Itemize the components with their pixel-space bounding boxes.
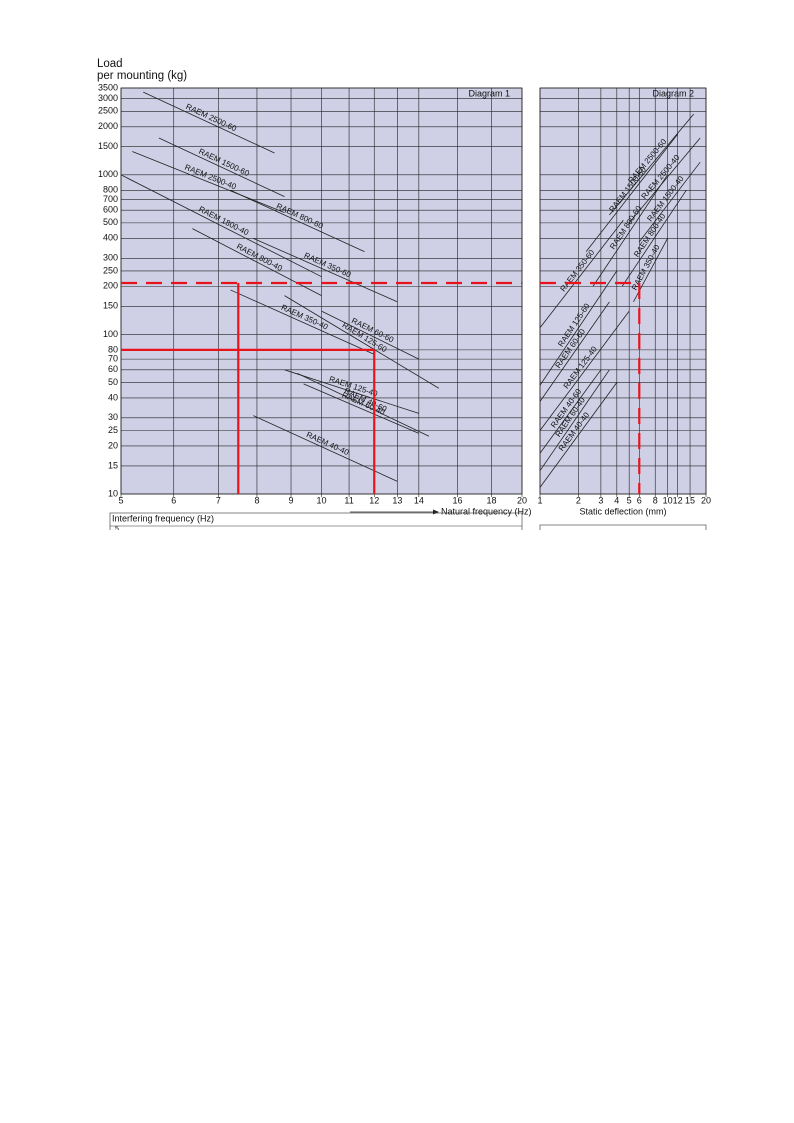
- x-tick-label: 6: [171, 495, 176, 505]
- y-tick-label: 1000: [98, 169, 118, 179]
- x-tick-label: 14: [414, 495, 424, 505]
- x-tick-label: 10: [316, 495, 326, 505]
- series-line: [132, 151, 285, 213]
- plot-area: [539, 87, 707, 495]
- x-tick-label: 9: [289, 495, 294, 505]
- arrow-head: [433, 509, 439, 515]
- y-tick-label: 300: [103, 253, 118, 263]
- crop: [0, 530, 794, 540]
- y-label: per mounting (kg): [97, 70, 187, 82]
- y-tick-label: 70: [108, 354, 118, 364]
- series-line: [638, 161, 701, 243]
- y-tick-label: 10: [108, 488, 118, 498]
- series-line: [158, 137, 285, 198]
- y-tick-label: 15: [108, 460, 118, 470]
- series-line: [230, 289, 375, 355]
- x-label: Natural frequency (Hz): [441, 506, 532, 516]
- y-tick-label: 1500: [98, 141, 118, 151]
- x-tick-label: 20: [701, 495, 711, 505]
- y-tick-label: 600: [103, 205, 118, 215]
- y-tick-label: 20: [108, 440, 118, 450]
- y-label: Load: [97, 58, 123, 70]
- series-line: [539, 382, 618, 488]
- y-tick-label: 60: [108, 364, 118, 374]
- x-tick-label: 15: [685, 495, 695, 505]
- series-line: [143, 91, 275, 154]
- y-tick-label: 30: [108, 412, 118, 422]
- x-tick-label: 1: [537, 495, 542, 505]
- series-line: [297, 373, 430, 437]
- series-line: [539, 369, 602, 454]
- series-line: [539, 219, 624, 329]
- y-tick-label: 800: [103, 185, 118, 195]
- x-tick-label: 12: [673, 495, 683, 505]
- series-line: [253, 237, 398, 303]
- y-tick-label: 150: [103, 301, 118, 311]
- series-line: [192, 228, 322, 296]
- x-tick-label: 11: [344, 495, 353, 505]
- series-line: [539, 310, 630, 431]
- x-label: Static deflection (mm): [579, 506, 666, 516]
- y-tick-label: 2500: [98, 106, 118, 116]
- x-tick-label: 5: [118, 495, 123, 505]
- series-line: [609, 113, 694, 216]
- x-tick-label: 20: [517, 495, 527, 505]
- y-tick-label: 100: [103, 329, 118, 339]
- series-line: [539, 301, 610, 402]
- x-tick-label: 2: [576, 495, 581, 505]
- x-tick-label: 4: [614, 495, 619, 505]
- series-line: [284, 295, 439, 389]
- series-line: [303, 383, 419, 434]
- y-tick-label: 25: [108, 425, 118, 435]
- x-tick-label: 13: [392, 495, 402, 505]
- y-tick-label: 700: [103, 194, 118, 204]
- y-tick-label: 80: [108, 344, 118, 354]
- x-tick-label: 3: [598, 495, 603, 505]
- y-tick-label: 3500: [98, 82, 118, 92]
- y-tick-label: 250: [103, 265, 118, 275]
- series-line: [592, 174, 668, 287]
- x2-tick-label: 5: [115, 526, 119, 533]
- y-tick-label: 2000: [98, 121, 118, 131]
- series-line: [585, 133, 679, 252]
- y-tick-label: 3000: [98, 93, 118, 103]
- chart-title: Diagram 2: [652, 88, 694, 98]
- x-tick-label: 6: [637, 495, 642, 505]
- x-tick-label: 7: [216, 495, 221, 505]
- x-tick-label: 8: [254, 495, 259, 505]
- series-line: [321, 310, 420, 360]
- x-tick-label: 12: [369, 495, 379, 505]
- y-tick-label: 500: [103, 217, 118, 227]
- series-line: [120, 174, 322, 278]
- series-line: [539, 270, 618, 386]
- x-tick-label: 8: [653, 495, 658, 505]
- chart-title: Diagram 1: [468, 88, 510, 98]
- series-line: [628, 137, 701, 224]
- x-tick-label: 18: [487, 495, 497, 505]
- x-tick-label: 10: [663, 495, 673, 505]
- y-tick-label: 50: [108, 377, 118, 387]
- x-tick-label: 16: [452, 495, 462, 505]
- series-line: [284, 369, 419, 414]
- x2-label: Interfering frequency (Hz): [112, 513, 214, 523]
- y-tick-label: 400: [103, 233, 118, 243]
- series-line: [539, 369, 610, 471]
- series-line: [230, 189, 365, 253]
- y-tick-label: 200: [103, 281, 118, 291]
- y-tick-label: 40: [108, 392, 118, 402]
- x-tick-label: 5: [627, 495, 632, 505]
- series-line: [621, 190, 687, 287]
